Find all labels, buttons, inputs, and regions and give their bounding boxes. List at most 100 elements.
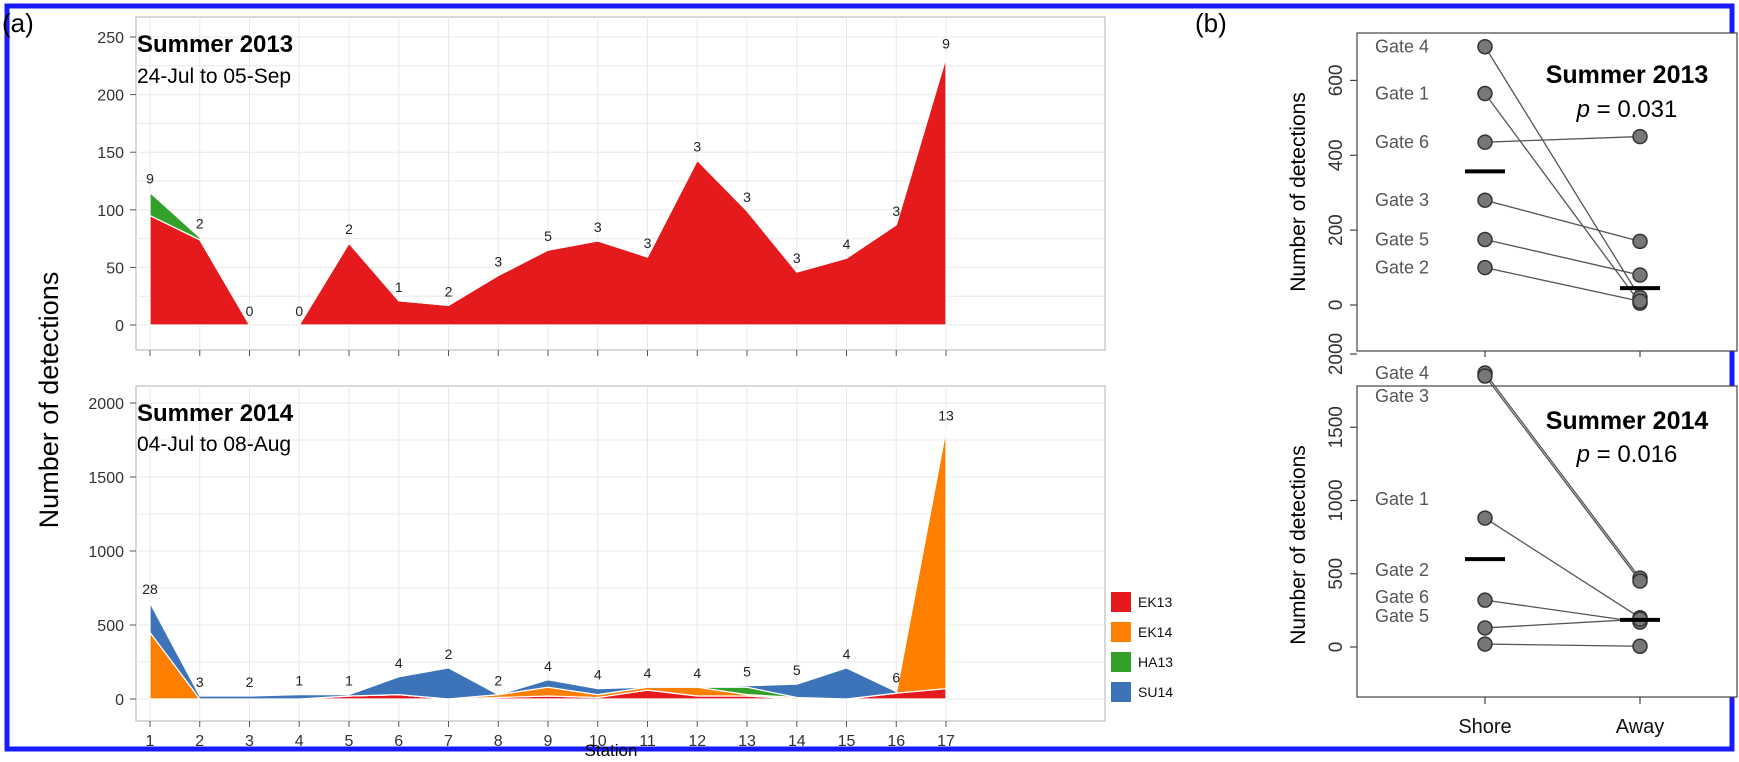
right-bottom-stat-value: = 0.016 <box>1590 441 1677 468</box>
data-label: 9 <box>942 36 950 52</box>
pair-line <box>1484 643 1641 647</box>
data-label: 4 <box>644 665 652 681</box>
pair-line <box>1484 266 1641 302</box>
right-top-gate-labels: Gate 4 Gate 1 Gate 6 Gate 3 Gate 5 Gate 2 <box>1375 37 1429 278</box>
left-bottom-y-ticks: 0 500 1000 1500 2000 <box>88 396 136 709</box>
data-label: 5 <box>743 664 751 680</box>
data-label: 2 <box>494 673 502 689</box>
left-top-subtitle: 24-Jul to 05-Sep <box>137 65 291 88</box>
shore-point <box>1477 38 1493 55</box>
left-top-data-labels: 9 2 0 0 2 1 2 3 5 3 3 3 3 3 4 3 9 <box>146 36 950 319</box>
gate-label: Gate 3 <box>1375 386 1429 406</box>
data-label: 6 <box>892 670 900 686</box>
data-label: 28 <box>142 581 158 597</box>
y-tick-label: 2000 <box>1326 333 1347 375</box>
data-label: 4 <box>395 655 403 671</box>
pair-line <box>1484 135 1641 143</box>
left-bottom-title: Summer 2014 <box>137 400 294 427</box>
y-tick-label: 0 <box>1326 300 1347 311</box>
y-tick-label: 2000 <box>88 396 124 413</box>
data-label: 3 <box>793 250 801 266</box>
y-tick-label: 50 <box>106 260 124 277</box>
panel-label-b: (b) <box>1195 8 1227 38</box>
right-bottom-stat-p: p <box>1576 441 1590 468</box>
gate-label: Gate 6 <box>1375 587 1429 607</box>
shore-point <box>1477 636 1493 652</box>
y-tick-label: 100 <box>97 203 124 220</box>
left-bottom-areas <box>149 429 947 700</box>
legend-swatch-ha13 <box>1111 652 1131 672</box>
pair-line <box>1484 517 1641 619</box>
shore-point <box>1477 231 1493 248</box>
x-tick-label: 12 <box>688 733 706 750</box>
data-label: 1 <box>295 673 303 689</box>
data-label: 3 <box>494 253 502 269</box>
right-top-stat-p: p <box>1576 96 1590 123</box>
legend-label-su14: SU14 <box>1138 684 1173 700</box>
right-top-stat: p = 0.031 <box>1576 96 1678 123</box>
x-tick-label: 3 <box>245 733 254 750</box>
x-tick-label: 2 <box>195 733 204 750</box>
data-label: 0 <box>295 303 303 319</box>
x-tick-label-shore: Shore <box>1458 716 1511 738</box>
legend-label-ek13: EK13 <box>1138 594 1172 610</box>
y-tick-label: 600 <box>1326 65 1347 97</box>
data-label: 5 <box>544 228 552 244</box>
data-label: 13 <box>938 408 954 424</box>
gate-label: Gate 1 <box>1375 84 1429 104</box>
x-tick-label: 16 <box>887 733 905 750</box>
area-su14 <box>149 429 947 700</box>
right-top-stat-value: = 0.031 <box>1590 96 1677 123</box>
y-tick-label: 1000 <box>1326 479 1347 521</box>
left-top-x-ticks <box>149 350 947 356</box>
legend-swatch-ek13 <box>1111 592 1131 612</box>
x-tick-label-away: Away <box>1616 716 1665 738</box>
right-top-means <box>1465 169 1660 291</box>
right-bottom-y-axis-label: Number of detections <box>1287 445 1310 645</box>
x-tick-label: 1 <box>146 733 155 750</box>
x-tick-label: 4 <box>295 733 304 750</box>
right-top-y-axis-label: Number of detections <box>1287 92 1310 292</box>
y-tick-label: 250 <box>97 30 124 47</box>
x-tick-label: 6 <box>394 733 403 750</box>
right-bottom-title: Summer 2014 <box>1546 407 1709 435</box>
data-label: 4 <box>594 667 602 683</box>
data-label: 3 <box>693 138 701 154</box>
pair-line <box>1484 375 1641 582</box>
shore-point <box>1477 510 1493 526</box>
right-bottom-stat: p = 0.016 <box>1576 441 1678 468</box>
data-label: 2 <box>445 646 453 662</box>
y-tick-label: 0 <box>1326 642 1347 653</box>
left-top-areas <box>149 57 947 326</box>
data-label: 3 <box>892 203 900 219</box>
data-label: 9 <box>146 171 154 187</box>
legend-label-ek14: EK14 <box>1138 624 1172 640</box>
x-tick-label: 11 <box>639 733 656 750</box>
data-label: 1 <box>395 279 403 295</box>
pair-line <box>1484 46 1641 298</box>
left-bottom-subtitle: 04-Jul to 08-Aug <box>137 433 291 456</box>
x-tick-label: 17 <box>937 733 955 750</box>
shore-point <box>1477 134 1493 150</box>
data-label: 2 <box>345 221 353 237</box>
shore-point <box>1477 85 1493 102</box>
y-tick-label: 1500 <box>1326 406 1347 448</box>
pair-line <box>1484 238 1641 276</box>
gate-label: Gate 3 <box>1375 190 1429 210</box>
away-point <box>1632 267 1648 283</box>
away-point <box>1632 233 1648 250</box>
away-point <box>1632 573 1648 589</box>
right-top-y-ticks: 0 200 400 600 <box>1326 65 1357 311</box>
gate-label: Gate 2 <box>1375 560 1429 580</box>
left-x-axis-label: Station <box>585 741 638 757</box>
data-label: 0 <box>246 303 254 319</box>
y-tick-label: 0 <box>115 318 124 335</box>
shore-point <box>1477 259 1493 276</box>
data-label: 4 <box>843 236 851 252</box>
x-tick-label: 15 <box>838 733 856 750</box>
left-top-title: Summer 2013 <box>137 31 293 58</box>
legend: EK13 EK14 HA13 SU14 <box>1111 592 1173 702</box>
pair-line <box>1484 372 1641 579</box>
